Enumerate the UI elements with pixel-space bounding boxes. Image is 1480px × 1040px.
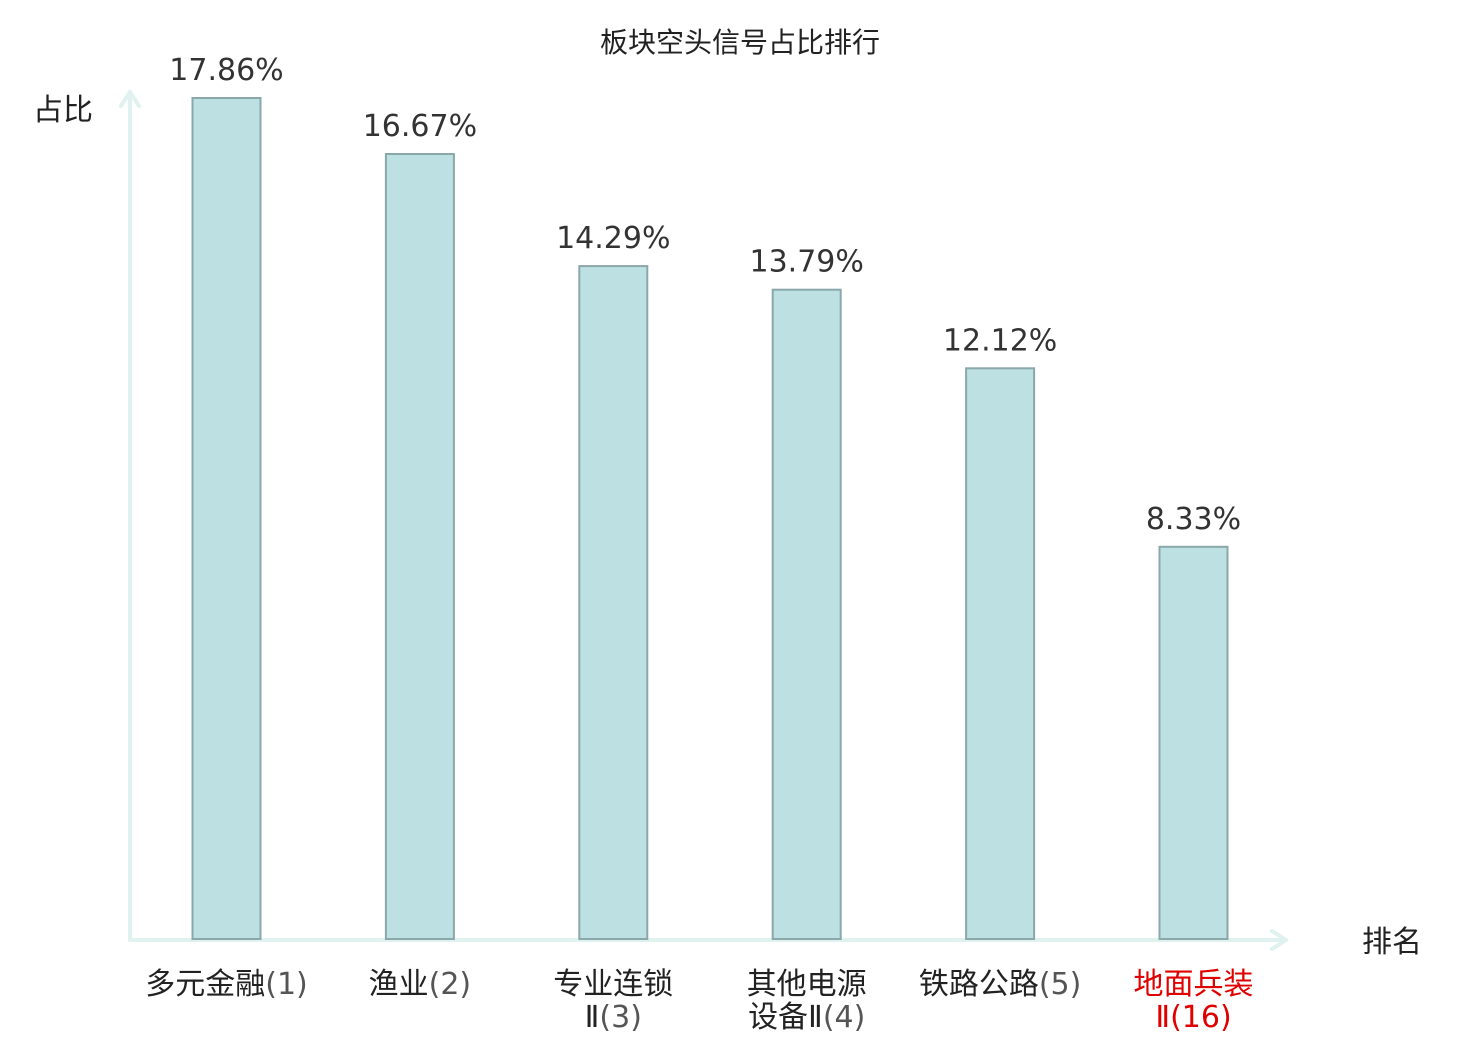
value-label-5: 12.12% bbox=[943, 323, 1057, 358]
bar-3 bbox=[578, 265, 649, 941]
category-label-line: 其他电源 bbox=[747, 967, 867, 1002]
category-rank: (4) bbox=[823, 1000, 866, 1035]
category-labels: 多元金融(1) 渔业(2) 专业连锁 Ⅱ(3)其他电源设备Ⅱ(4)铁路公路(5) 地面兵… bbox=[145, 967, 1253, 1035]
category-rank: (3) bbox=[599, 1000, 642, 1035]
value-label-6: 8.33% bbox=[1146, 502, 1241, 537]
category-label-line: 渔业 bbox=[369, 967, 429, 1002]
category-label-line: Ⅱ bbox=[585, 1000, 600, 1035]
x-axis-label: 排名 bbox=[1362, 925, 1422, 960]
x-axis bbox=[128, 929, 1288, 951]
value-labels: 17.86% 16.67% 14.29% 13.79% 12.12% 8.33% bbox=[169, 53, 1241, 537]
category-label-2: 渔业(2) bbox=[369, 967, 472, 1002]
bar-6 bbox=[1158, 545, 1229, 940]
bar-2 bbox=[384, 153, 455, 940]
bar-4 bbox=[771, 288, 842, 940]
category-label-line: 专业连锁 bbox=[553, 967, 673, 1002]
category-rank: (5) bbox=[1039, 967, 1082, 1002]
value-label-2: 16.67% bbox=[363, 109, 477, 144]
category-label-line: Ⅱ bbox=[1155, 1000, 1170, 1035]
value-label-4: 13.79% bbox=[750, 245, 864, 280]
y-axis-label: 占比 bbox=[33, 93, 93, 128]
category-label-line: 铁路公路 bbox=[919, 967, 1039, 1002]
category-label-1: 多元金融(1) bbox=[145, 967, 308, 1002]
category-label-line: 地面兵装 bbox=[1134, 967, 1254, 1002]
value-label-3: 14.29% bbox=[556, 221, 670, 256]
value-label-1: 17.86% bbox=[169, 53, 283, 88]
category-label-line: 多元金融 bbox=[145, 967, 265, 1002]
category-label-line: 设备Ⅱ bbox=[748, 1000, 823, 1035]
category-label-3: 专业连锁 Ⅱ(3) bbox=[553, 967, 673, 1035]
bar-5 bbox=[965, 367, 1036, 940]
y-axis bbox=[119, 90, 141, 942]
bars bbox=[191, 97, 1229, 941]
bar-1 bbox=[191, 97, 262, 940]
category-label-6: 地面兵装 Ⅱ(16) bbox=[1134, 967, 1254, 1035]
category-label-4: 其他电源设备Ⅱ(4) bbox=[747, 967, 867, 1035]
category-rank: (2) bbox=[429, 967, 472, 1002]
chart-title: 板块空头信号占比排行 bbox=[600, 26, 880, 59]
category-rank: (16) bbox=[1170, 1000, 1232, 1035]
category-rank: (1) bbox=[265, 967, 308, 1002]
axes bbox=[119, 90, 1288, 951]
category-label-5: 铁路公路(5) bbox=[919, 967, 1082, 1002]
